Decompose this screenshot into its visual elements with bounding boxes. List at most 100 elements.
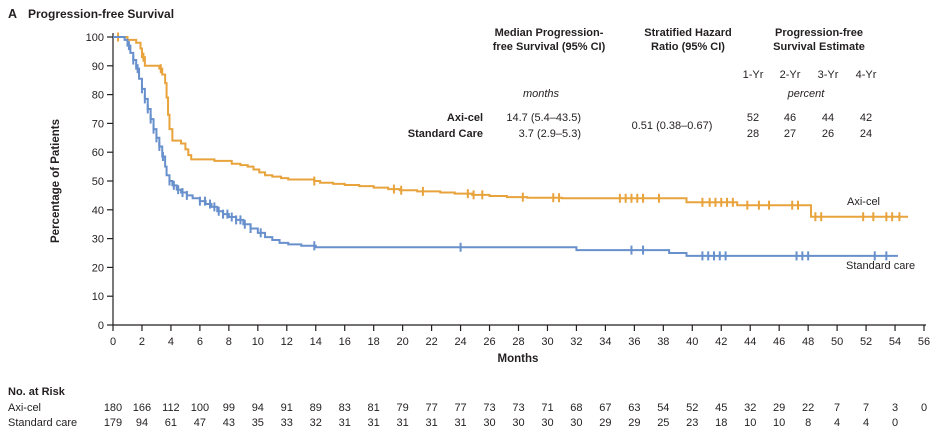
at-risk-value: 91 <box>281 402 293 414</box>
x-tick-label: 28 <box>512 336 524 348</box>
at-risk-value: 73 <box>512 402 524 414</box>
estimate-axicel-3yr: 44 <box>821 112 835 124</box>
estimate-soc-2yr: 27 <box>783 128 797 140</box>
at-risk-value: 89 <box>310 402 322 414</box>
y-tick-label: 60 <box>92 147 104 159</box>
at-risk-value: 25 <box>657 417 669 429</box>
at-risk-value: 61 <box>165 417 177 429</box>
at-risk-header: No. at Risk <box>8 386 65 398</box>
estimate-col-2yr: 2-Yr <box>779 69 801 81</box>
estimate-axicel-2yr: 46 <box>783 112 797 124</box>
estimate-col-1yr: 1-Yr <box>742 69 764 81</box>
estimate-soc-1yr: 28 <box>746 128 760 140</box>
at-risk-value: 68 <box>570 402 582 414</box>
at-risk-value: 52 <box>686 402 698 414</box>
x-tick-label: 24 <box>454 336 466 348</box>
row-label-axi-cel: Axi-cel <box>446 112 483 124</box>
at-risk-value: 54 <box>657 402 669 414</box>
at-risk-value: 30 <box>483 417 495 429</box>
x-tick-label: 8 <box>226 336 232 348</box>
estimate-col-3yr: 3-Yr <box>817 69 839 81</box>
x-tick-label: 44 <box>744 336 756 348</box>
at-risk-value: 31 <box>339 417 351 429</box>
at-risk-value: 77 <box>425 402 437 414</box>
at-risk-value: 31 <box>397 417 409 429</box>
page-title: Progression-free Survival <box>28 7 175 21</box>
at-risk-value: 29 <box>628 417 640 429</box>
at-risk-value: 73 <box>483 402 495 414</box>
at-risk-value: 77 <box>454 402 466 414</box>
row-label-standard-care: Standard Care <box>407 128 483 140</box>
at-risk-value: 10 <box>773 417 785 429</box>
x-tick-label: 30 <box>541 336 553 348</box>
at-risk-value: 18 <box>715 417 727 429</box>
x-tick-label: 38 <box>657 336 669 348</box>
x-tick-label: 16 <box>339 336 351 348</box>
estimate-axicel-4yr: 42 <box>859 112 873 124</box>
pfs-estimate-header-line2: Survival Estimate <box>773 41 865 53</box>
at-risk-value: 7 <box>863 402 869 414</box>
at-risk-value: 63 <box>628 402 640 414</box>
at-risk-value: 0 <box>921 402 927 414</box>
x-tick-label: 54 <box>889 336 901 348</box>
curve-label-axi-cel: Axi-cel <box>847 196 881 208</box>
at-risk-value: 30 <box>541 417 553 429</box>
median-unit-label: months <box>522 88 560 100</box>
median-value-axi-cel: 14.7 (5.4–43.5) <box>506 112 581 124</box>
x-tick-label: 6 <box>197 336 203 348</box>
hazard-ratio-header: Stratified Hazard Ratio (95% CI) <box>644 26 731 54</box>
x-tick-label: 36 <box>628 336 640 348</box>
at-risk-value: 43 <box>223 417 235 429</box>
estimate-soc-4yr: 24 <box>859 128 873 140</box>
at-risk-value: 8 <box>805 417 811 429</box>
at-risk-value: 100 <box>191 402 209 414</box>
at-risk-value: 32 <box>744 402 756 414</box>
at-risk-value: 4 <box>863 417 869 429</box>
y-tick-label: 10 <box>92 291 104 303</box>
at-risk-row-label-axi-cel: Axi-cel <box>8 402 42 414</box>
x-tick-label: 56 <box>918 336 930 348</box>
x-tick-label: 4 <box>168 336 174 348</box>
at-risk-value: 35 <box>252 417 264 429</box>
x-tick-label: 40 <box>686 336 698 348</box>
x-tick-label: 18 <box>368 336 380 348</box>
y-tick-label: 0 <box>98 320 104 332</box>
at-risk-value: 31 <box>368 417 380 429</box>
pfs-estimate-header-line1: Progression-free <box>774 27 864 39</box>
at-risk-value: 94 <box>136 417 148 429</box>
median-pfs-header-line2: free Survival (95% CI) <box>492 41 606 53</box>
median-value-standard-care: 3.7 (2.9–5.3) <box>518 128 581 140</box>
hazard-ratio-value: 0.51 (0.38–0.67) <box>631 120 713 132</box>
y-axis-label: Percentage of Patients <box>50 119 62 243</box>
y-tick-label: 70 <box>92 118 104 130</box>
at-risk-value: 3 <box>892 402 898 414</box>
at-risk-value: 10 <box>744 417 756 429</box>
y-tick-label: 50 <box>92 176 104 188</box>
at-risk-value: 22 <box>802 402 814 414</box>
y-tick-label: 100 <box>86 32 104 44</box>
estimate-unit-label: percent <box>787 88 825 100</box>
y-tick-label: 40 <box>92 205 104 217</box>
at-risk-value: 99 <box>223 402 235 414</box>
at-risk-value: 7 <box>834 402 840 414</box>
at-risk-value: 30 <box>512 417 524 429</box>
median-pfs-header-line1: Median Progression- <box>494 27 604 39</box>
x-tick-label: 26 <box>483 336 495 348</box>
at-risk-value: 83 <box>339 402 351 414</box>
x-tick-label: 12 <box>281 336 293 348</box>
at-risk-value: 47 <box>194 417 206 429</box>
at-risk-value: 45 <box>715 402 727 414</box>
y-tick-label: 30 <box>92 234 104 246</box>
x-tick-label: 2 <box>139 336 145 348</box>
at-risk-value: 32 <box>310 417 322 429</box>
y-tick-label: 80 <box>92 90 104 102</box>
pfs-estimate-header: Progression-free Survival Estimate <box>773 26 865 54</box>
x-tick-label: 14 <box>310 336 322 348</box>
estimate-axicel-1yr: 52 <box>746 112 760 124</box>
estimate-soc-3yr: 26 <box>821 128 835 140</box>
x-tick-label: 22 <box>425 336 437 348</box>
estimate-col-4yr: 4-Yr <box>855 69 877 81</box>
y-tick-label: 20 <box>92 262 104 274</box>
